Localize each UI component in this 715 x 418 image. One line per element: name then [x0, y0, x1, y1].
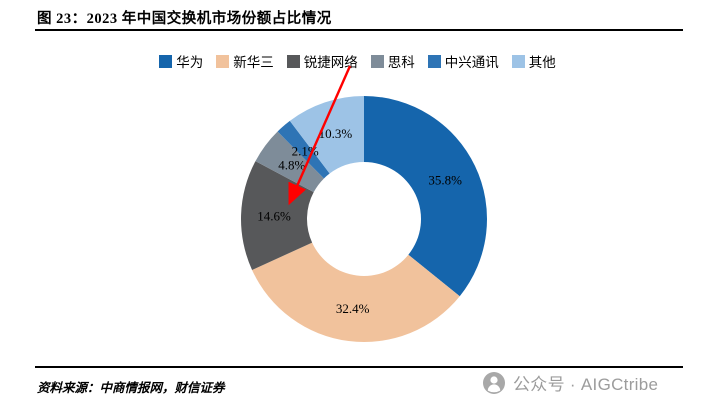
watermark: 公众号 · AIGCtribe: [483, 370, 658, 395]
annotation-arrow: [288, 65, 352, 206]
donut-slice-labels: 35.8%32.4%14.6%4.8%2.1%10.3%: [257, 126, 462, 316]
slice-label-其他: 10.3%: [319, 126, 353, 141]
legend-item-1: 华为: [159, 51, 203, 71]
slice-label-锐捷网络: 14.6%: [257, 209, 291, 224]
legend-item-2: 新华三: [216, 51, 274, 71]
donut-slice-新华三: [252, 242, 460, 342]
legend-label: 其他: [528, 55, 556, 70]
legend-swatch: [511, 54, 525, 68]
donut-slice-思科: [255, 131, 324, 193]
legend-swatch: [427, 54, 441, 68]
title-divider: [35, 29, 683, 31]
chart-legend: 华为 新华三 锐捷网络 思科 中兴通讯 其他: [0, 51, 715, 71]
donut-slices: [241, 96, 487, 342]
slice-label-新华三: 32.4%: [336, 301, 370, 316]
legend-label: 思科: [387, 55, 415, 70]
legend-swatch: [286, 54, 300, 68]
source-note: 资料来源：中商情报网，财信证券: [37, 381, 225, 395]
public-account-icon: [483, 371, 505, 394]
legend-swatch: [370, 54, 384, 68]
donut-slice-其他: [289, 96, 364, 174]
legend-swatch: [159, 54, 173, 68]
slice-label-华为: 35.8%: [428, 173, 462, 188]
legend-item-6: 其他: [511, 51, 556, 71]
legend-label: 华为: [176, 55, 204, 70]
legend-item-3: 锐捷网络: [286, 51, 358, 71]
slice-label-思科: 4.8%: [278, 158, 305, 173]
watermark-text: 公众号 · AIGCtribe: [513, 375, 659, 394]
legend-label: 中兴通讯: [444, 55, 499, 70]
legend-item-5: 中兴通讯: [427, 51, 499, 71]
donut-slice-华为: [364, 96, 487, 297]
legend-item-4: 思科: [370, 51, 415, 71]
legend-swatch: [216, 54, 230, 68]
legend-label: 锐捷网络: [303, 55, 358, 70]
legend-label: 新华三: [233, 55, 274, 70]
footer-divider: [35, 366, 683, 368]
donut-slice-中兴通讯: [277, 120, 330, 179]
red-arrow-annotation: [288, 65, 352, 206]
figure-title: 图 23：2023 年中国交换机市场份额占比情况: [37, 11, 332, 27]
